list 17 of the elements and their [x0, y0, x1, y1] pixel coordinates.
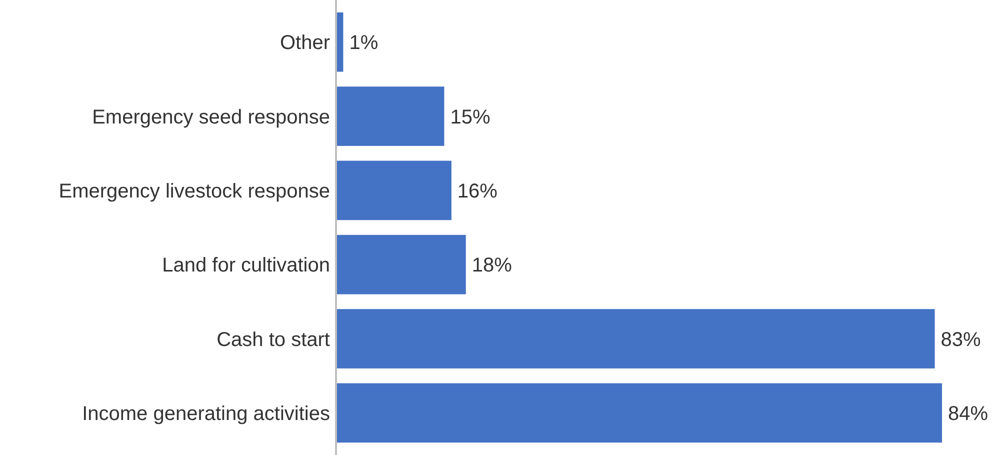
data-label: 83%: [940, 328, 982, 351]
y-tick-label: Land for cultivation: [162, 254, 330, 277]
data-label: 1%: [349, 32, 378, 54]
y-tick-label: Emergency livestock response: [58, 180, 330, 202]
bar: [336, 234, 466, 294]
bar: [336, 309, 935, 368]
data-label: 84%: [948, 402, 988, 425]
data-label: 15%: [450, 106, 490, 128]
bar: [336, 383, 942, 443]
data-label: 16%: [457, 180, 498, 202]
bar: [336, 86, 444, 146]
y-tick-label: Income generating activities: [82, 402, 330, 425]
y-tick-label: Emergency seed response: [92, 106, 330, 128]
bar: [336, 160, 452, 220]
y-tick-label: Other: [280, 32, 330, 54]
data-label: 18%: [472, 254, 512, 277]
y-tick-label: Cash to start: [216, 328, 330, 351]
